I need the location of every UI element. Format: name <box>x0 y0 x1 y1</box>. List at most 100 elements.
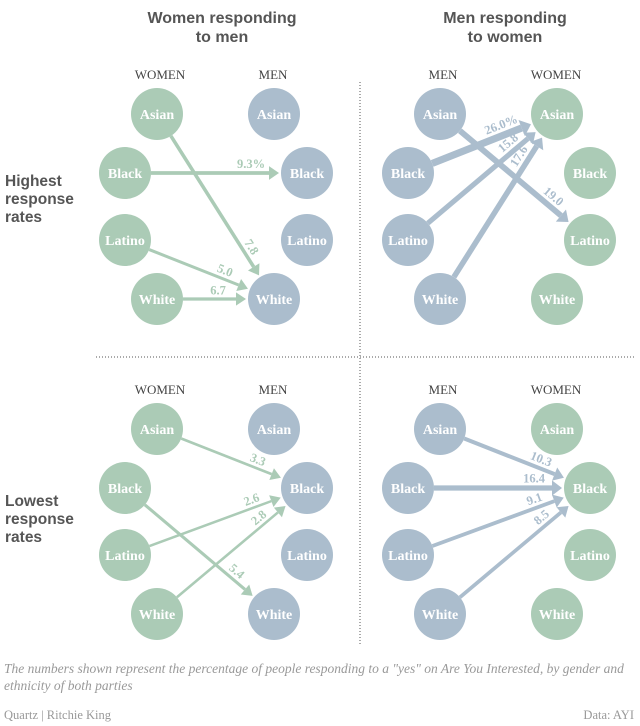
node-circle <box>414 273 466 325</box>
diagram: Women responding to men Men responding t… <box>5 10 634 645</box>
arrow-line <box>431 499 555 548</box>
node-label: Black <box>290 482 324 497</box>
edge-value-label: 9.1 <box>525 490 544 509</box>
node-label: Black <box>573 167 607 182</box>
node-circle <box>281 462 333 514</box>
node-label: Latino <box>570 234 610 249</box>
column-header-from: WOMEN <box>135 67 186 82</box>
node-from-white: White <box>131 588 183 640</box>
edge-white-to-white: 6.7 <box>183 283 246 306</box>
column-header-to: WOMEN <box>531 67 582 82</box>
node-circle <box>131 588 183 640</box>
node-label: White <box>539 608 576 623</box>
panel-0: WOMEN MEN Asian Asian Black Black Latino Latino… <box>99 67 333 325</box>
node-to-black: Black <box>281 462 333 514</box>
panel-3: MEN WOMEN Asian Asian Black Black Latino Latino… <box>382 382 616 640</box>
footnote: The numbers shown represent the percenta… <box>4 661 624 693</box>
arrow-head-icon <box>236 278 248 292</box>
node-to-asian: Asian <box>248 403 300 455</box>
title-left-1: Women responding <box>147 10 296 27</box>
node-circle <box>248 88 300 140</box>
node-from-white: White <box>131 273 183 325</box>
node-from-latino: Latino <box>99 214 151 266</box>
row-label-top-1: Highest <box>5 173 62 190</box>
node-label: Latino <box>105 234 145 249</box>
arrow-head-icon <box>236 292 246 306</box>
node-circle <box>531 403 583 455</box>
edge-value-label: 9.3% <box>237 157 265 171</box>
arrow-line <box>451 144 540 279</box>
node-label: Asian <box>540 423 574 438</box>
node-label: Latino <box>105 549 145 564</box>
node-label: Black <box>391 167 425 182</box>
edge-value-label: 6.7 <box>210 283 226 297</box>
node-from-black: Black <box>99 462 151 514</box>
node-circle <box>564 147 616 199</box>
node-label: Asian <box>423 108 457 123</box>
node-circle <box>382 529 434 581</box>
column-header-from: MEN <box>429 382 459 397</box>
edge-asian-to-white: 7.8 <box>169 135 262 276</box>
node-to-white: White <box>531 588 583 640</box>
row-label-bottom-2: response <box>5 511 74 528</box>
column-header-to: MEN <box>259 67 289 82</box>
node-label: Black <box>573 482 607 497</box>
title-right-1: Men responding <box>443 10 567 27</box>
node-label: Asian <box>257 423 291 438</box>
node-circle <box>564 214 616 266</box>
edge-value-label: 16.4 <box>523 471 546 485</box>
node-label: Asian <box>257 108 291 123</box>
node-label: Black <box>108 167 142 182</box>
node-label: Asian <box>540 108 574 123</box>
source: Data: AYI <box>583 708 634 722</box>
node-circle <box>131 88 183 140</box>
node-circle <box>248 588 300 640</box>
node-circle <box>382 462 434 514</box>
column-header-to: MEN <box>259 382 289 397</box>
node-to-latino: Latino <box>281 529 333 581</box>
edge-value-label: 2.8 <box>248 507 269 528</box>
edge-latino-to-white: 5.0 <box>148 248 248 292</box>
node-to-white: White <box>248 588 300 640</box>
node-label: Black <box>290 167 324 182</box>
arrow-head-icon <box>269 166 279 180</box>
edge-latino-to-black: 9.1 <box>431 490 564 548</box>
arrow-head-icon <box>269 468 281 480</box>
node-from-white: White <box>414 588 466 640</box>
panel-1: MEN WOMEN Asian Asian Black Black Latino Latino… <box>382 67 616 325</box>
node-to-latino: Latino <box>281 214 333 266</box>
arrow-head-icon <box>518 119 531 136</box>
panel-2: WOMEN MEN Asian Asian Black Black Latino Latino… <box>99 382 333 640</box>
node-circle <box>382 214 434 266</box>
node-label: White <box>139 608 176 623</box>
node-to-white: White <box>248 273 300 325</box>
node-circle <box>248 403 300 455</box>
node-to-asian: Asian <box>531 88 583 140</box>
column-header-from: MEN <box>429 67 459 82</box>
node-circle <box>281 147 333 199</box>
arrow-line <box>426 136 530 226</box>
node-label: Asian <box>140 423 174 438</box>
node-from-asian: Asian <box>131 403 183 455</box>
node-circle <box>531 273 583 325</box>
node-circle <box>281 529 333 581</box>
node-label: Latino <box>388 234 428 249</box>
node-label: White <box>422 293 459 308</box>
node-to-asian: Asian <box>531 403 583 455</box>
node-from-asian: Asian <box>414 403 466 455</box>
credit: Quartz | Ritchie King <box>4 708 111 722</box>
node-to-latino: Latino <box>564 214 616 266</box>
node-circle <box>414 588 466 640</box>
node-to-asian: Asian <box>248 88 300 140</box>
arrow-head-icon <box>551 494 564 508</box>
arrow-head-icon <box>273 506 286 518</box>
edge-value-label: 3.3 <box>248 450 268 469</box>
edge-black-to-black: 9.3% <box>151 157 279 180</box>
arrow-line <box>148 248 240 287</box>
row-label-bottom-3: rates <box>5 529 42 546</box>
node-circle <box>564 462 616 514</box>
node-from-latino: Latino <box>382 529 434 581</box>
node-circle <box>564 529 616 581</box>
title-right-2: to women <box>468 29 543 46</box>
edge-white-to-black: 8.5 <box>458 506 569 599</box>
